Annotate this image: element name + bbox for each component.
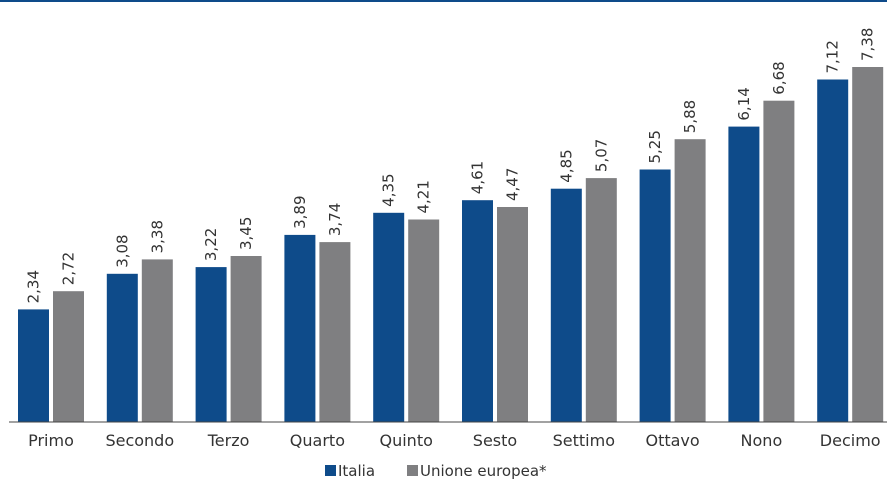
value-label: 4,85: [557, 149, 575, 182]
category-label: Sesto: [473, 431, 517, 450]
category-label: Primo: [28, 431, 74, 450]
bar-italia-decimo: [817, 79, 849, 422]
category-label: Nono: [741, 431, 783, 450]
category-label: Quarto: [290, 431, 345, 450]
value-label: 6,68: [770, 61, 788, 94]
value-label: 4,61: [469, 161, 487, 194]
legend: Italia Unione europea*: [325, 462, 547, 480]
bar-ue-decimo: [852, 67, 884, 422]
value-label: 4,35: [380, 173, 398, 206]
bar-ue-ottavo: [674, 139, 706, 422]
bar-italia-primo: [18, 309, 49, 422]
bar-italia-ottavo: [639, 169, 671, 422]
value-label: 3,08: [113, 234, 131, 267]
value-label: 6,14: [735, 87, 753, 120]
value-label: 3,74: [326, 203, 344, 236]
bar-ue-settimo: [585, 178, 617, 422]
value-label: 7,38: [859, 28, 877, 61]
bar-ue-quinto: [408, 219, 440, 422]
bar-italia-terzo: [195, 267, 227, 422]
value-label: 4,47: [504, 168, 522, 201]
value-label: 3,22: [202, 228, 220, 261]
value-label: 5,25: [646, 130, 664, 163]
bar-italia-quinto: [373, 212, 405, 422]
bar-italia-nono: [728, 126, 760, 422]
value-labels-layer: 2,34 2,72 3,08 3,38 3,22 3,45 3,89 3,74 4,35 4,21…: [25, 28, 877, 304]
bar-ue-terzo: [230, 256, 262, 422]
bar-italia-sesto: [462, 200, 493, 422]
bar-ue-primo: [53, 291, 84, 422]
bar-ue-secondo: [141, 259, 173, 422]
bar-ue-nono: [763, 100, 795, 422]
bar-italia-secondo: [106, 273, 138, 422]
bar-ue-sesto: [497, 207, 528, 422]
category-label: Terzo: [207, 431, 250, 450]
category-label: Quinto: [380, 431, 433, 450]
bars-layer: [18, 67, 884, 422]
category-label: Secondo: [105, 431, 174, 450]
header-rule: [0, 0, 887, 2]
bar-italia-quarto: [284, 234, 316, 422]
legend-label: Italia: [338, 462, 375, 480]
legend-label: Unione europea*: [420, 462, 547, 480]
legend-swatch: [407, 465, 418, 476]
value-label: 5,07: [592, 139, 610, 172]
bar-ue-quarto: [319, 242, 351, 422]
value-label: 2,72: [60, 252, 78, 285]
legend-swatch: [325, 465, 336, 476]
category-labels-layer: Primo Secondo Terzo Quarto Quinto Sesto Settim…: [28, 431, 880, 450]
value-label: 7,12: [824, 40, 842, 73]
value-label: 4,21: [415, 180, 433, 213]
category-label: Ottavo: [645, 431, 699, 450]
category-label: Settimo: [553, 431, 615, 450]
value-label: 3,45: [237, 217, 255, 250]
value-label: 3,38: [148, 220, 166, 253]
value-label: 2,34: [25, 270, 43, 303]
bar-italia-settimo: [550, 188, 582, 422]
category-label: Decimo: [820, 431, 881, 450]
value-label: 5,88: [681, 100, 699, 133]
value-label: 3,89: [291, 195, 309, 228]
